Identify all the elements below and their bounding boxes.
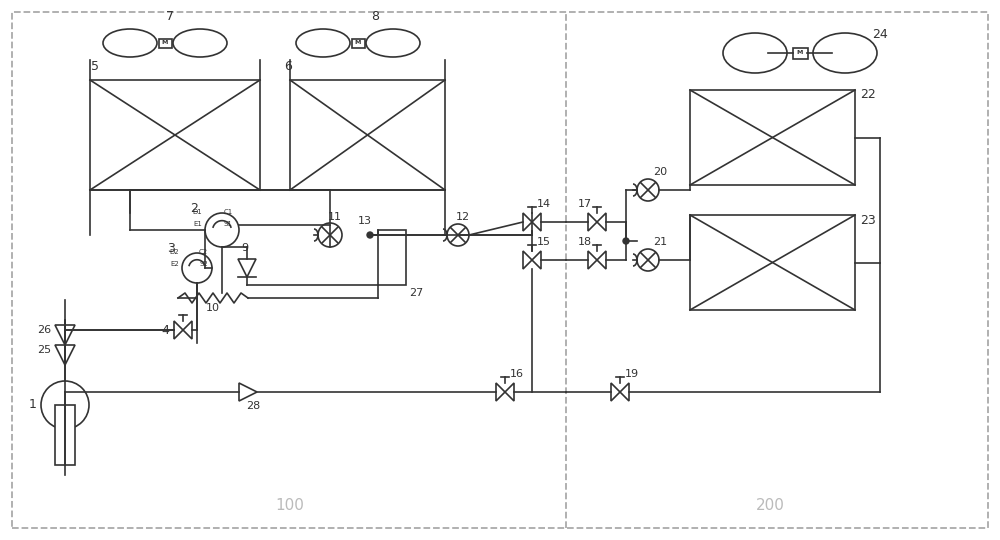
Polygon shape (55, 345, 75, 365)
Circle shape (205, 213, 239, 247)
Text: C1: C1 (224, 209, 233, 215)
Text: 2: 2 (190, 201, 198, 214)
Polygon shape (55, 325, 75, 345)
Text: 23: 23 (860, 213, 876, 226)
Text: 21: 21 (653, 237, 667, 247)
Text: 5: 5 (91, 59, 99, 72)
Text: 13: 13 (358, 216, 372, 226)
Bar (690, 90, 855, 185)
Text: 14: 14 (537, 199, 551, 209)
Circle shape (318, 223, 342, 247)
Text: M: M (162, 40, 168, 45)
Polygon shape (611, 383, 620, 401)
Text: 3: 3 (167, 241, 175, 254)
Polygon shape (588, 251, 597, 269)
Polygon shape (532, 251, 541, 269)
Text: 20: 20 (653, 167, 667, 177)
Text: 28: 28 (246, 401, 260, 411)
Circle shape (623, 238, 629, 244)
Polygon shape (523, 213, 532, 231)
Bar (352, 38, 364, 48)
Polygon shape (174, 321, 183, 339)
Text: 24: 24 (872, 29, 888, 42)
Text: 16: 16 (510, 369, 524, 379)
Text: 22: 22 (860, 89, 876, 102)
Circle shape (637, 179, 659, 201)
Bar (792, 48, 808, 58)
Bar (378, 230, 406, 285)
Circle shape (41, 381, 89, 429)
Circle shape (447, 224, 469, 246)
Text: S2: S2 (199, 261, 208, 267)
Text: 1: 1 (29, 399, 37, 411)
Bar (158, 38, 172, 48)
Polygon shape (183, 321, 192, 339)
Text: 4: 4 (161, 323, 169, 336)
Polygon shape (523, 251, 532, 269)
Text: D1: D1 (192, 209, 202, 215)
Polygon shape (239, 383, 257, 401)
Text: 18: 18 (578, 237, 592, 247)
Text: 200: 200 (756, 497, 784, 512)
Polygon shape (588, 213, 597, 231)
Text: 17: 17 (578, 199, 592, 209)
Text: 100: 100 (276, 497, 304, 512)
Bar (55, 405, 75, 465)
Bar (290, 80, 445, 190)
Circle shape (182, 253, 212, 283)
Text: 12: 12 (456, 212, 470, 222)
Circle shape (367, 232, 373, 238)
Text: 6: 6 (284, 59, 292, 72)
Text: 26: 26 (37, 325, 51, 335)
Text: M: M (797, 51, 803, 56)
Polygon shape (597, 213, 606, 231)
Text: 25: 25 (37, 345, 51, 355)
Text: C2: C2 (199, 249, 208, 255)
Text: D2: D2 (169, 249, 179, 255)
Polygon shape (597, 251, 606, 269)
Polygon shape (238, 259, 256, 277)
Text: M: M (355, 40, 361, 45)
Circle shape (637, 249, 659, 271)
Polygon shape (496, 383, 505, 401)
Text: 7: 7 (166, 10, 174, 24)
Text: 11: 11 (328, 212, 342, 222)
Text: 8: 8 (371, 10, 379, 24)
Bar (690, 215, 855, 310)
Polygon shape (620, 383, 629, 401)
Polygon shape (505, 383, 514, 401)
Text: 9: 9 (241, 243, 249, 253)
Text: 19: 19 (625, 369, 639, 379)
Text: E1: E1 (193, 221, 202, 227)
Text: 15: 15 (537, 237, 551, 247)
Text: E2: E2 (170, 261, 179, 267)
Text: 10: 10 (206, 303, 220, 313)
Text: 27: 27 (409, 288, 423, 298)
Text: S1: S1 (224, 221, 233, 227)
Polygon shape (532, 213, 541, 231)
Bar (90, 80, 260, 190)
